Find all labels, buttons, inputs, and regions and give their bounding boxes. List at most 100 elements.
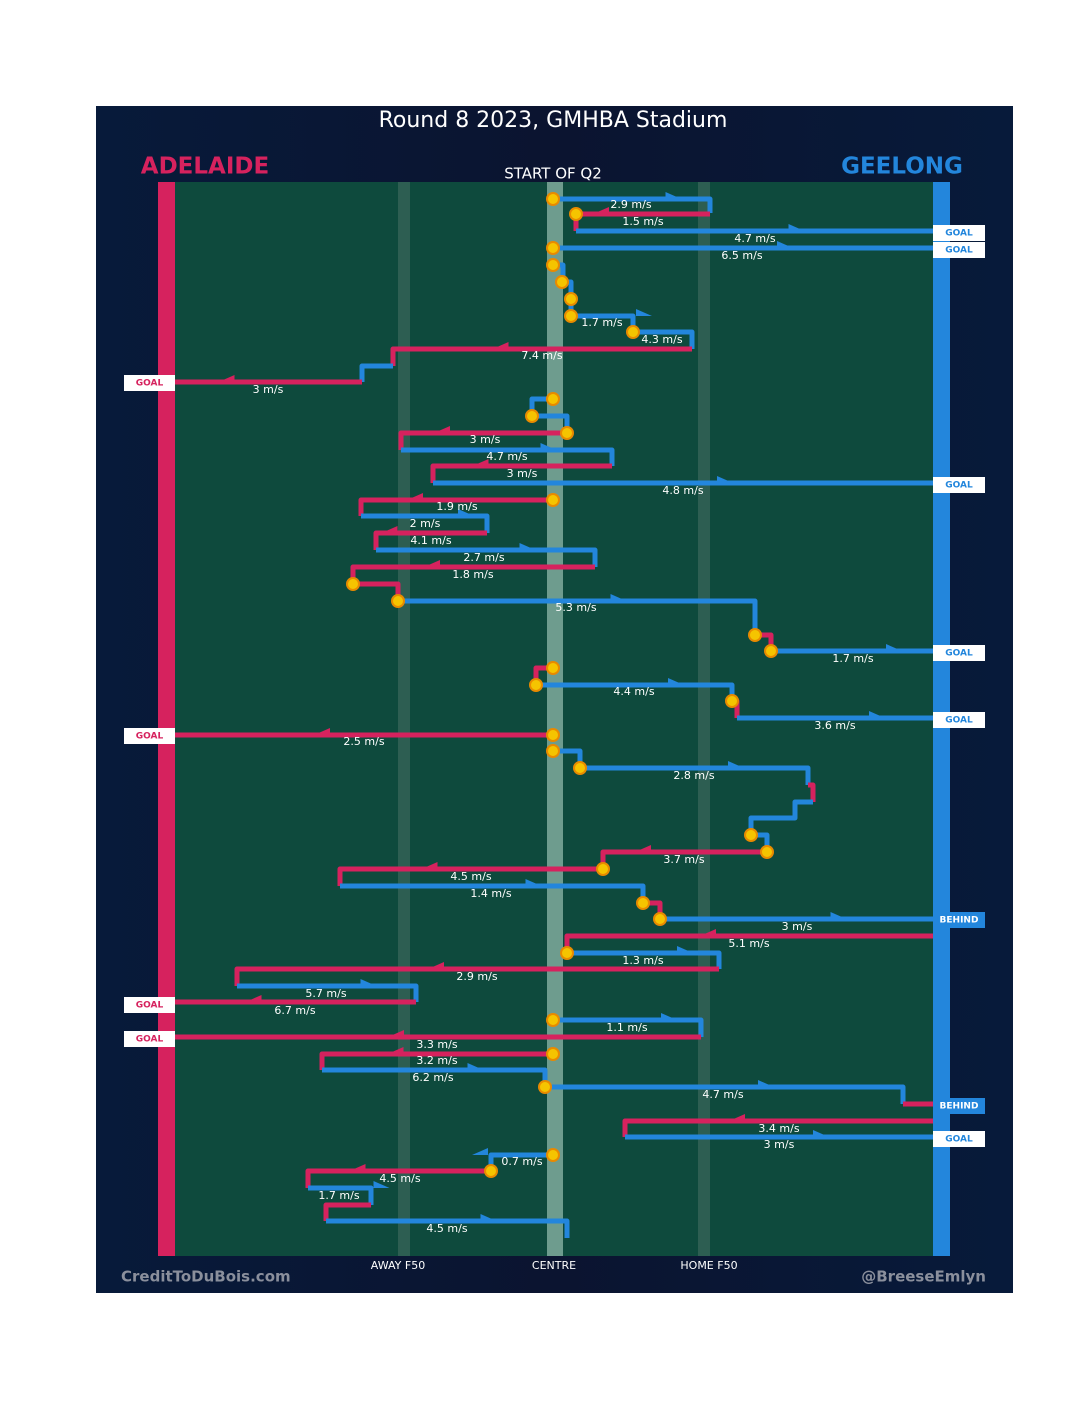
chain-segment	[305, 1168, 491, 1188]
possession-start	[546, 493, 560, 507]
arrow	[668, 678, 684, 685]
chain-segment	[308, 1185, 374, 1205]
possession-start	[560, 426, 574, 440]
speed-label: 4.7 m/s	[734, 232, 775, 245]
speed-label: 2.9 m/s	[610, 198, 651, 211]
outcome-label: GOAL	[945, 716, 973, 726]
axis-label: CENTRE	[532, 1259, 576, 1272]
arrow	[777, 241, 793, 248]
chain-segment	[398, 430, 567, 450]
chain-segment	[545, 1084, 906, 1104]
speed-label: 1.7 m/s	[832, 652, 873, 665]
arrow	[729, 1114, 745, 1121]
outcome-box	[933, 477, 985, 493]
speed-label: 1.3 m/s	[622, 954, 663, 967]
chain-segment	[359, 363, 393, 382]
outcome-label: GOAL	[945, 246, 973, 256]
speed-label: 5.3 m/s	[555, 601, 596, 614]
possession-start	[546, 1148, 560, 1162]
speed-label: 1.8 m/s	[452, 568, 493, 581]
arrow	[381, 526, 398, 533]
possession-start	[636, 896, 650, 910]
arrow	[388, 1030, 404, 1037]
title: Round 8 2023, GMHBA Stadium	[379, 108, 728, 133]
chain-segment	[337, 866, 603, 886]
possession-start	[596, 862, 610, 876]
centre-line	[547, 182, 563, 1256]
arrow	[472, 1148, 488, 1155]
arrow	[387, 1047, 404, 1054]
possession-start	[560, 946, 574, 960]
arrow	[373, 1181, 390, 1188]
chain-segment	[398, 598, 758, 635]
possession-start	[538, 1080, 552, 1094]
arrow	[467, 1063, 484, 1070]
speed-label: 3.7 m/s	[663, 853, 704, 866]
speed-label: 2 m/s	[410, 517, 441, 530]
possession-start	[525, 409, 539, 423]
arrow	[886, 644, 902, 651]
speed-label: 4.8 m/s	[662, 484, 703, 497]
chain-segment	[234, 966, 719, 986]
speed-label: 3 m/s	[253, 383, 284, 396]
chain-segment	[580, 765, 811, 785]
outcome-label: BEHIND	[940, 1102, 979, 1112]
outcome-label: GOAL	[136, 1035, 164, 1045]
speed-label: 6.7 m/s	[274, 1004, 315, 1017]
speed-label: 1.5 m/s	[622, 215, 663, 228]
possession-start	[529, 678, 543, 692]
outcome-label: GOAL	[945, 1135, 973, 1145]
arrow	[472, 459, 489, 466]
outcome-box	[933, 645, 985, 661]
speed-label: 5.7 m/s	[305, 987, 346, 1000]
possession-start	[555, 275, 569, 289]
speed-label: 7.4 m/s	[521, 349, 562, 362]
chain-segment	[430, 463, 612, 483]
outcome-box	[933, 1131, 985, 1147]
possession-start	[573, 761, 587, 775]
arrow	[593, 207, 609, 214]
speed-label: 3 m/s	[764, 1138, 795, 1151]
possession-start	[564, 292, 578, 306]
arrow	[407, 493, 423, 500]
arrow	[758, 1080, 774, 1087]
away-f50-line	[398, 182, 410, 1256]
arrow	[728, 761, 744, 768]
speed-label: 1.7 m/s	[318, 1189, 359, 1202]
speed-label: 4.3 m/s	[641, 333, 682, 346]
chains	[175, 192, 933, 1238]
speed-label: 5.1 m/s	[728, 937, 769, 950]
arrow	[869, 711, 885, 718]
chain-segment	[748, 799, 813, 835]
possession-start	[484, 1164, 498, 1178]
speed-label: 3.2 m/s	[416, 1054, 457, 1067]
chain-segment	[567, 950, 722, 969]
arrow	[813, 1130, 829, 1137]
chain-segment	[373, 530, 487, 550]
possession-start	[626, 325, 640, 339]
arrow	[421, 862, 438, 869]
outcome-box	[124, 375, 175, 391]
possession-start	[748, 628, 762, 642]
possession-start	[764, 644, 778, 658]
speed-label: 4.4 m/s	[613, 685, 654, 698]
chain-segment	[323, 1202, 371, 1221]
possession-start	[546, 392, 560, 406]
possession-start	[546, 241, 560, 255]
speed-label: 3.4 m/s	[758, 1122, 799, 1135]
start-label: START OF Q2	[504, 165, 602, 183]
arrow	[661, 1013, 677, 1020]
speed-label: 6.2 m/s	[412, 1071, 453, 1084]
possession-start	[546, 661, 560, 675]
arrow	[610, 594, 627, 601]
speed-label: 4.5 m/s	[426, 1222, 467, 1235]
chain-segment	[553, 196, 713, 213]
outcome-box	[933, 912, 985, 928]
speed-label: 1.1 m/s	[606, 1021, 647, 1034]
credit-right: @BreeseEmlyn	[861, 1268, 986, 1286]
credit-left: CreditToDuBois.com	[121, 1268, 291, 1286]
possession-start	[564, 309, 578, 323]
chain-segment	[326, 1218, 570, 1238]
labels: 2.9 m/s 1.5 m/s 4.7 m/s 6.5 m/s 1.7 m/s 4.3 m…	[124, 198, 985, 1235]
